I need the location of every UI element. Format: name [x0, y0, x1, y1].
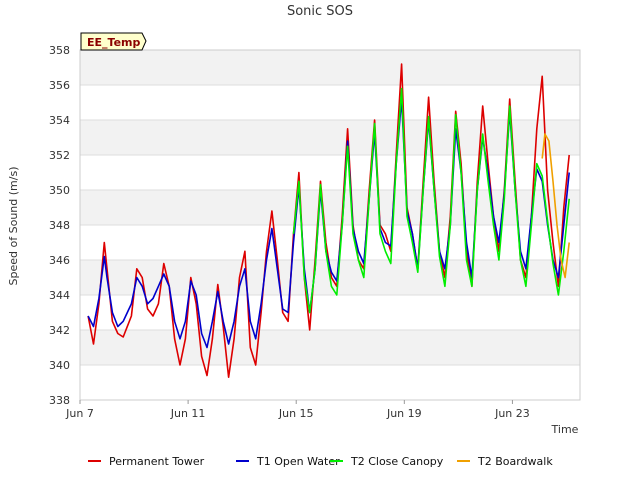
series-line-t2-boardwalk [541, 133, 570, 279]
grid-band [80, 330, 580, 365]
x-axis-label: Time [551, 423, 579, 436]
legend: Permanent Tower T1 Open Water T2 Close Can… [88, 455, 553, 468]
badge-label: EE_Temp [87, 36, 140, 49]
legend-item-t2-close-canopy: T2 Close Canopy [330, 455, 444, 468]
y-tick-label: 346 [49, 254, 70, 267]
legend-label: T2 Close Canopy [350, 455, 444, 468]
x-tick-label: Jun 15 [278, 407, 314, 420]
grid-band [80, 155, 580, 190]
grid-band [80, 120, 580, 155]
legend-item-permanent-tower: Permanent Tower [88, 455, 205, 468]
y-tick-label: 356 [49, 79, 70, 92]
legend-label: Permanent Tower [109, 455, 205, 468]
plot-frame [79, 49, 581, 401]
grid-band [80, 85, 580, 120]
ee-temp-badge: EE_Temp [80, 32, 147, 51]
legend-item-t2-boardwalk: T2 Boardwalk [457, 455, 553, 468]
legend-label: T1 Open Water [256, 455, 340, 468]
grid-band [80, 365, 580, 400]
x-tick-label: Jun 19 [386, 407, 422, 420]
x-tick-label: Jun 11 [170, 407, 206, 420]
grid-band [80, 50, 580, 85]
y-tick-label: 342 [49, 324, 70, 337]
y-tick-label: 344 [49, 289, 70, 302]
badge-shape [80, 32, 147, 51]
series-line-t1-open-water [87, 98, 570, 349]
y-tick-label: 338 [49, 394, 70, 407]
y-axis: 338 340 342 344 346 348 350 352 354 356 358 [49, 44, 70, 407]
x-axis: Jun 7 Jun 11 Jun 15 Jun 19 Jun 23 [65, 400, 530, 420]
y-tick-label: 354 [49, 114, 70, 127]
grid-band [80, 190, 580, 225]
y-tick-label: 350 [49, 184, 70, 197]
y-tick-label: 352 [49, 149, 70, 162]
grid-band [80, 225, 580, 260]
series-layer [87, 63, 570, 379]
x-tick-label: Jun 7 [65, 407, 94, 420]
legend-label: T2 Boardwalk [477, 455, 553, 468]
y-axis-label: Speed of Sound (m/s) [7, 167, 20, 286]
plot-background-bands [80, 50, 580, 400]
y-tick-label: 348 [49, 219, 70, 232]
series-line-t2-close-canopy [292, 87, 570, 314]
x-tick-label: Jun 23 [494, 407, 530, 420]
chart-title: Sonic SOS [287, 4, 353, 19]
legend-item-t1-open-water: T1 Open Water [236, 455, 340, 468]
y-tick-label: 358 [49, 44, 70, 57]
y-tick-label: 340 [49, 359, 70, 372]
grid-band [80, 295, 580, 330]
